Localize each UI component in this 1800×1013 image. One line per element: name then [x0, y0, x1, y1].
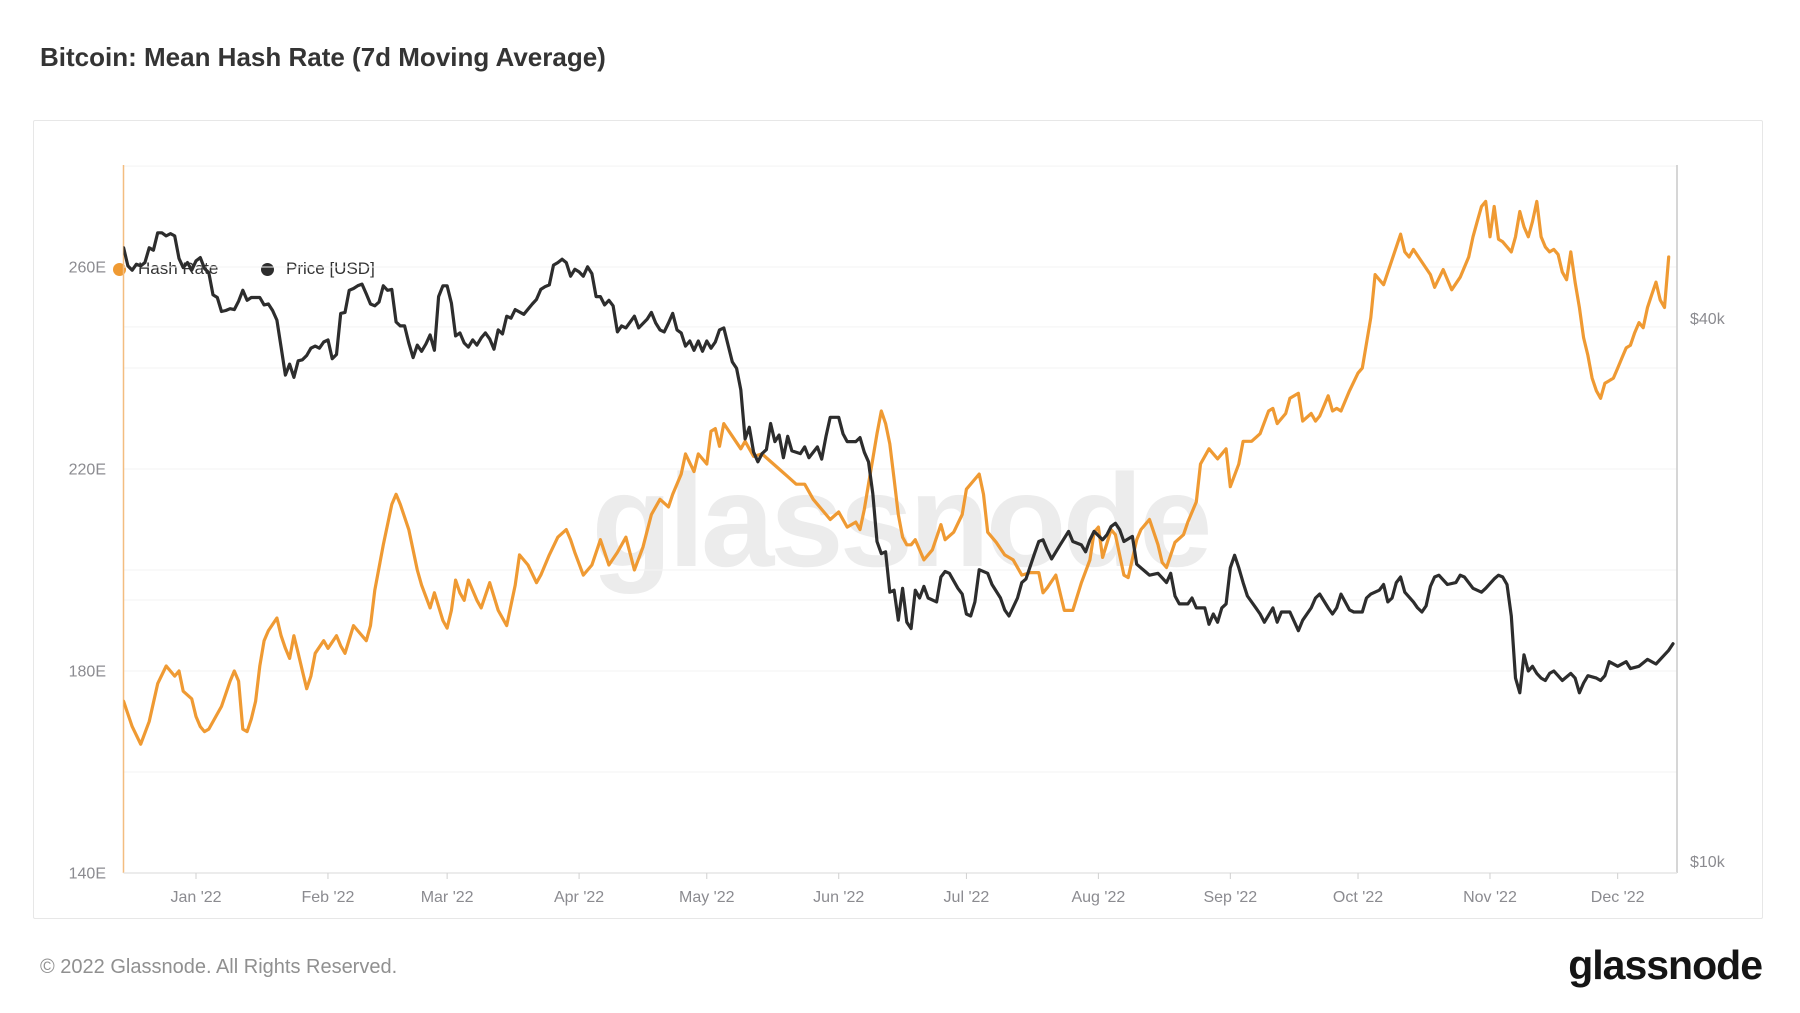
- x-tick-label: Jun '22: [813, 889, 864, 906]
- x-tick-label: Oct '22: [1333, 889, 1383, 906]
- series-line-price-usd: [123, 231, 1675, 695]
- series-line-hash-rate: [123, 199, 1671, 746]
- x-tick-label: Feb '22: [302, 889, 355, 906]
- x-tick-label: Dec '22: [1591, 889, 1645, 906]
- legend-item-price-usd[interactable]: Price [USD]: [261, 259, 375, 278]
- price-legend-dot-icon: [261, 262, 274, 276]
- page-title: Bitcoin: Mean Hash Rate (7d Moving Avera…: [40, 42, 606, 72]
- x-tick-label: Jan '22: [170, 889, 221, 906]
- glassnode-watermark: glassnode: [591, 447, 1213, 594]
- x-tick-label: Sep '22: [1203, 889, 1257, 906]
- x-tick-label: May '22: [679, 889, 735, 906]
- y-right-tick-label: $40k: [1690, 311, 1726, 328]
- y-left-tick-label: 220E: [69, 462, 106, 479]
- x-tick-label: Mar '22: [421, 889, 474, 906]
- x-tick-label: Nov '22: [1463, 889, 1517, 906]
- y-right-tick-label: $10k: [1690, 854, 1726, 871]
- legend-label-hash-rate: Hash Rate: [138, 259, 219, 278]
- x-tick-label: Aug '22: [1071, 889, 1125, 906]
- x-tick-label: Jul '22: [944, 889, 990, 906]
- y-left-tick-label: 140E: [69, 866, 106, 883]
- y-left-tick-label: 260E: [69, 260, 106, 277]
- glassnode-logo: glassnode: [1568, 942, 1763, 988]
- y-left-tick-label: 180E: [69, 664, 106, 681]
- copyright-text: © 2022 Glassnode. All Rights Reserved.: [40, 956, 398, 978]
- legend-label-price-usd: Price [USD]: [286, 259, 375, 278]
- x-tick-label: Apr '22: [554, 889, 604, 906]
